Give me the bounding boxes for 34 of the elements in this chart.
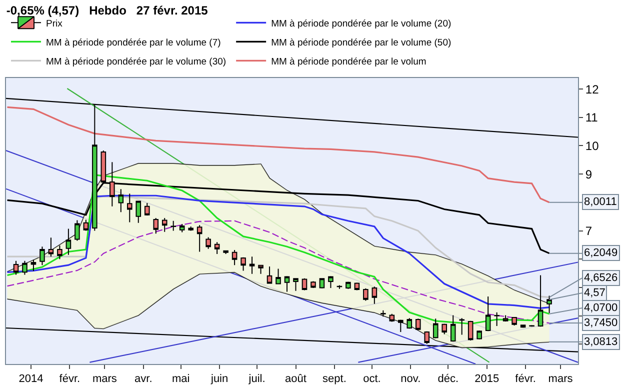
annotation: 3,7450 bbox=[584, 317, 618, 329]
y-tick-label: 9 bbox=[585, 167, 592, 182]
legend-label: MM à période pondérée par le volume (50) bbox=[271, 37, 452, 48]
y-tick-label: 7 bbox=[585, 224, 592, 238]
legend-label: MM à période pondérée par le volume (7) bbox=[46, 37, 221, 48]
x-tick-label: mars bbox=[92, 373, 118, 386]
legend-label: MM à période pondérée par le volume (30) bbox=[46, 56, 226, 68]
x-tick-label: sept. bbox=[322, 373, 346, 386]
y-tick-label: 10 bbox=[585, 138, 600, 153]
chart-title: -0,65% (4,57) Hebdo 27 févr. 2015 bbox=[6, 3, 208, 18]
annotation: 3,0813 bbox=[584, 336, 618, 348]
annotation: 6,2049 bbox=[584, 247, 618, 259]
annotation: 4,57 bbox=[584, 287, 606, 299]
x-tick-label: juil. bbox=[248, 373, 266, 386]
legend-label: MM à période pondérée par le volum bbox=[271, 56, 426, 68]
x-tick-label: oct. bbox=[363, 373, 381, 386]
annotation: 4,0700 bbox=[584, 302, 618, 314]
legend-label: Prix bbox=[46, 18, 63, 30]
x-tick-label: août bbox=[285, 373, 306, 386]
x-tick-label: mai bbox=[172, 373, 190, 386]
x-tick-label: juin bbox=[210, 373, 228, 386]
x-tick-label: 2014 bbox=[18, 373, 44, 386]
x-tick-label: avr. bbox=[134, 373, 152, 386]
y-tick-label: 12 bbox=[585, 82, 600, 96]
legend-label: MM à période pondérée par le volume (20) bbox=[271, 18, 452, 30]
annotation: 4,6526 bbox=[584, 272, 618, 284]
x-tick-label: févr. bbox=[59, 373, 80, 386]
x-tick-label: mars bbox=[548, 373, 574, 386]
x-tick-label: 2015 bbox=[474, 373, 500, 386]
x-tick-label: févr. bbox=[515, 373, 536, 386]
x-tick-label: nov. bbox=[400, 373, 421, 386]
annotation: 8,0011 bbox=[584, 196, 617, 208]
y-tick-label: 11 bbox=[585, 110, 598, 125]
x-tick-label: déc. bbox=[438, 373, 459, 386]
